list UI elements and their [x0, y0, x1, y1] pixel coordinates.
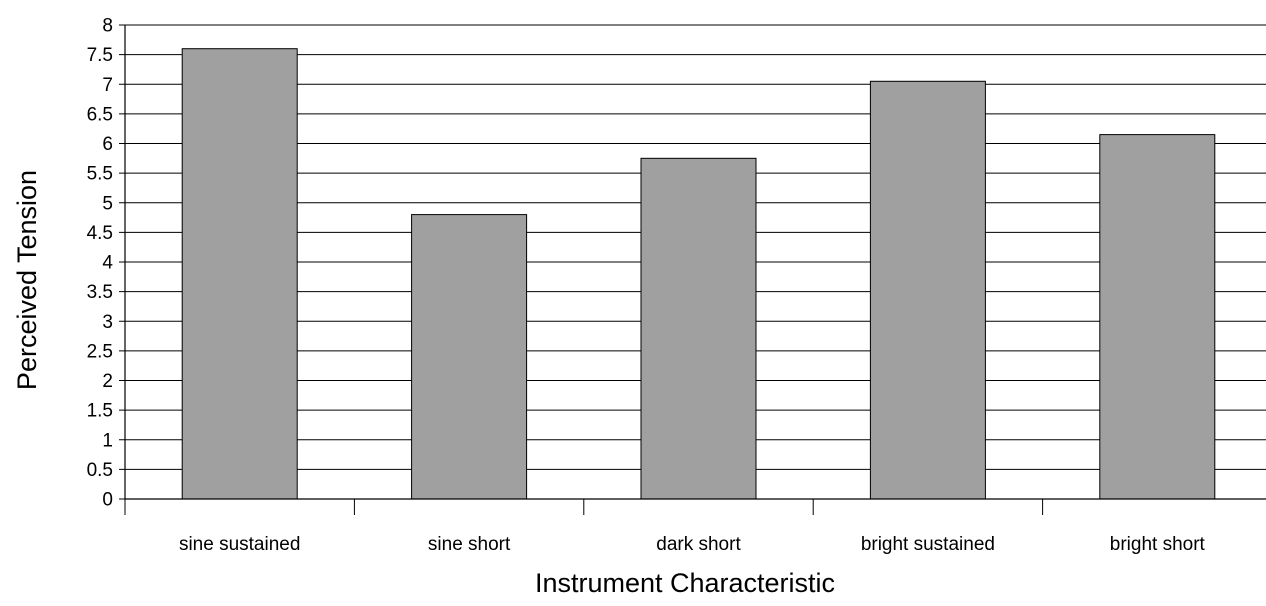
x-axis-title: Instrument Characteristic	[535, 568, 835, 598]
y-tick-label: 4	[102, 253, 113, 274]
bar-sine-sustained	[181, 48, 298, 500]
bar-dark-short	[640, 157, 757, 500]
x-tick-label: bright sustained	[861, 534, 995, 555]
y-tick-label: 7.5	[87, 45, 113, 66]
bar-sine-short	[411, 214, 528, 500]
y-tick-label: 6	[102, 134, 113, 155]
y-tick-label: 8	[102, 16, 113, 37]
x-tick-label: sine sustained	[179, 534, 300, 555]
x-tick-labels: sine sustained sine short dark short bright…	[179, 534, 1206, 555]
axes	[119, 24, 1266, 515]
x-tick-label: bright short	[1110, 534, 1206, 555]
y-axis-title: Perceived Tension	[12, 170, 42, 390]
bar-bright-sustained	[869, 80, 986, 500]
y-tick-label: 6.5	[87, 104, 113, 125]
y-tick-labels: 0 0.5 1 1.5 2 2.5 3 3.5 4 4.5 5 5.5 6 6.5 7 7.5 8	[87, 16, 114, 511]
y-tick-label: 3	[102, 312, 113, 333]
y-tick-label: 3.5	[87, 282, 113, 303]
y-tick-label: 5	[102, 193, 113, 214]
x-tick-label: dark short	[656, 534, 741, 555]
y-tick-label: 1	[102, 430, 113, 451]
bar-bright-short	[1099, 134, 1216, 500]
y-tick-label: 2	[102, 371, 113, 392]
x-tick-label: sine short	[428, 534, 511, 555]
y-tick-label: 5.5	[87, 164, 113, 185]
y-tick-label: 4.5	[87, 223, 113, 244]
y-tick-label: 0	[102, 490, 113, 511]
y-tick-label: 1.5	[87, 401, 113, 422]
bars	[181, 48, 1216, 500]
y-tick-label: 0.5	[87, 460, 113, 481]
y-tick-label: 7	[102, 75, 113, 96]
y-tick-label: 2.5	[87, 341, 113, 362]
